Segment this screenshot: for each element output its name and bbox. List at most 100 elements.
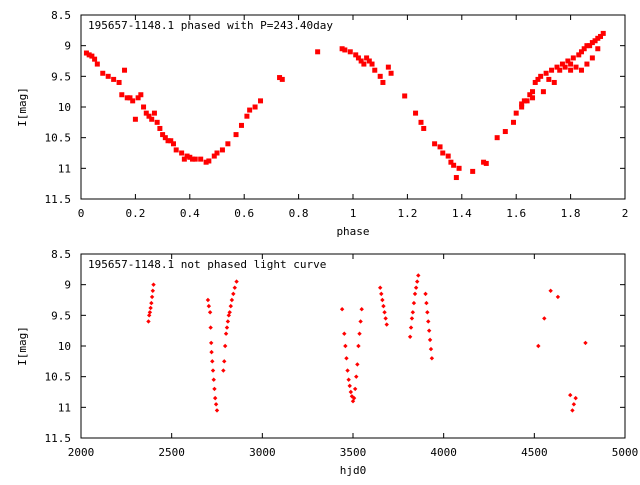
chart-2-data-point bbox=[573, 395, 578, 401]
chart-1-data-point bbox=[388, 70, 394, 76]
chart-1-data-point bbox=[521, 98, 527, 104]
chart-2-data-point bbox=[222, 359, 227, 364]
chart-1-data-point bbox=[584, 61, 590, 67]
chart-2-data-point bbox=[149, 300, 154, 306]
chart-2-data-point bbox=[225, 319, 231, 324]
chart-2-data-point bbox=[343, 343, 348, 349]
chart-1-data-point bbox=[135, 95, 141, 101]
chart-1-data-point bbox=[119, 92, 125, 98]
chart-2-data-point bbox=[381, 303, 386, 309]
chart-1-data-point bbox=[168, 138, 174, 144]
chart-1-y-tick-label: 11 bbox=[58, 162, 71, 175]
chart-1-data-point bbox=[540, 89, 546, 95]
chart-1-data-point bbox=[589, 55, 595, 61]
chart-1-data-point bbox=[138, 92, 144, 98]
chart-2-x-tick-label: 5000 bbox=[612, 446, 639, 459]
chart-1-data-point bbox=[456, 165, 462, 171]
chart-2-data-point bbox=[146, 319, 151, 324]
chart-2-y-tick-label: 8.5 bbox=[51, 248, 71, 261]
chart-2-data-point bbox=[231, 291, 236, 297]
chart-1-data-point bbox=[203, 159, 209, 165]
chart-1-data-point bbox=[570, 55, 576, 61]
chart-2-data-point bbox=[222, 343, 228, 349]
chart-1-data-point bbox=[342, 47, 348, 53]
chart-1-x-tick-label: 0.6 bbox=[234, 207, 254, 220]
chart-1-data-point bbox=[543, 70, 549, 76]
chart-1-data-point bbox=[184, 153, 190, 159]
chart-2-data-point bbox=[428, 346, 434, 352]
chart-2-data-point bbox=[210, 359, 215, 364]
chart-2-data-point bbox=[570, 408, 575, 413]
chart-1-data-point bbox=[576, 52, 582, 58]
chart-1-plot-frame bbox=[80, 14, 626, 200]
chart-2-data-point bbox=[384, 322, 389, 327]
chart-2-x-axis-label: hjd0 bbox=[340, 464, 367, 477]
chart-2-y-tick-label: 11 bbox=[58, 401, 71, 414]
chart-1-data-point bbox=[530, 89, 536, 95]
chart-2-data-point bbox=[412, 291, 418, 297]
chart-1-data-point bbox=[141, 104, 147, 110]
chart-2-data-point bbox=[358, 319, 363, 324]
chart-2-data-point bbox=[345, 368, 350, 373]
chart-2-x-tick-label: 4000 bbox=[430, 446, 457, 459]
chart-1-data-point bbox=[122, 67, 128, 73]
chart-1-data-point bbox=[581, 46, 587, 52]
chart-1-data-point bbox=[187, 154, 193, 160]
chart-1-data-point bbox=[151, 110, 157, 116]
chart-2-data-point bbox=[536, 343, 541, 349]
chart-2-data-point bbox=[542, 316, 547, 321]
chart-1-data-point bbox=[584, 43, 590, 49]
chart-1-data-point bbox=[198, 156, 204, 162]
chart-2-data-point bbox=[351, 395, 357, 401]
chart-2-data-point bbox=[383, 316, 388, 321]
chart-2-data-point bbox=[382, 310, 387, 315]
chart-1-data-point bbox=[89, 53, 95, 59]
chart-1-data-point bbox=[546, 76, 552, 82]
chart-2-data-point bbox=[407, 334, 413, 339]
chart-1-data-point bbox=[587, 43, 593, 49]
chart-2-data-point bbox=[147, 310, 153, 315]
chart-1-x-axis-label: phase bbox=[336, 225, 369, 238]
chart-2-data-point bbox=[583, 340, 588, 346]
chart-1-data-point bbox=[377, 73, 383, 79]
chart-1-data-point bbox=[440, 150, 446, 156]
chart-1-data-point bbox=[600, 30, 606, 36]
chart-1-data-point bbox=[445, 153, 451, 159]
chart-2-data-point bbox=[409, 316, 415, 321]
chart-2-data-point bbox=[568, 392, 573, 398]
chart-1-data-point bbox=[589, 40, 595, 46]
chart-1-data-point bbox=[238, 122, 244, 128]
chart-1-data-point bbox=[578, 67, 584, 73]
chart-1-data-point bbox=[219, 147, 225, 153]
chart-1-title: 195657-1148.1 phased with P=243.40day bbox=[88, 19, 333, 32]
chart-1-x-tick-label: 1.2 bbox=[397, 207, 417, 220]
chart-2-x-tick-label: 3500 bbox=[340, 446, 367, 459]
chart-1-x-tick-label: 0 bbox=[78, 207, 85, 220]
chart-2-data-point bbox=[146, 313, 152, 318]
chart-1-data-point bbox=[538, 73, 544, 79]
chart-1-data-point bbox=[86, 52, 92, 58]
chart-2-data-point bbox=[232, 285, 237, 290]
chart-2-data-point bbox=[414, 279, 420, 284]
chart-2-data-point bbox=[339, 307, 345, 312]
chart-2-data-point bbox=[379, 291, 384, 297]
chart-1-data-point bbox=[146, 113, 152, 119]
chart-1-x-tick-label: 1.8 bbox=[561, 207, 581, 220]
chart-1-data-point bbox=[513, 110, 519, 116]
chart-2-data-point bbox=[223, 331, 229, 336]
chart-1-data-point bbox=[554, 64, 560, 70]
chart-1-data-point bbox=[448, 159, 454, 165]
chart-2-data-point bbox=[426, 319, 431, 324]
chart-1-data-point bbox=[206, 158, 212, 164]
chart-2-y-tick-label: 9 bbox=[64, 279, 71, 292]
chart-2-title: 195657-1148.1 not phased light curve bbox=[88, 258, 326, 271]
chart-2-data-point bbox=[348, 389, 354, 395]
chart-2-data-point bbox=[354, 374, 359, 379]
chart-2-data-point bbox=[208, 340, 214, 346]
chart-2-data-point bbox=[206, 303, 212, 309]
chart-1-data-point bbox=[105, 73, 111, 79]
chart-2-data-point bbox=[212, 386, 217, 392]
chart-1-data-point bbox=[595, 35, 601, 41]
chart-2-data-point bbox=[221, 368, 226, 373]
